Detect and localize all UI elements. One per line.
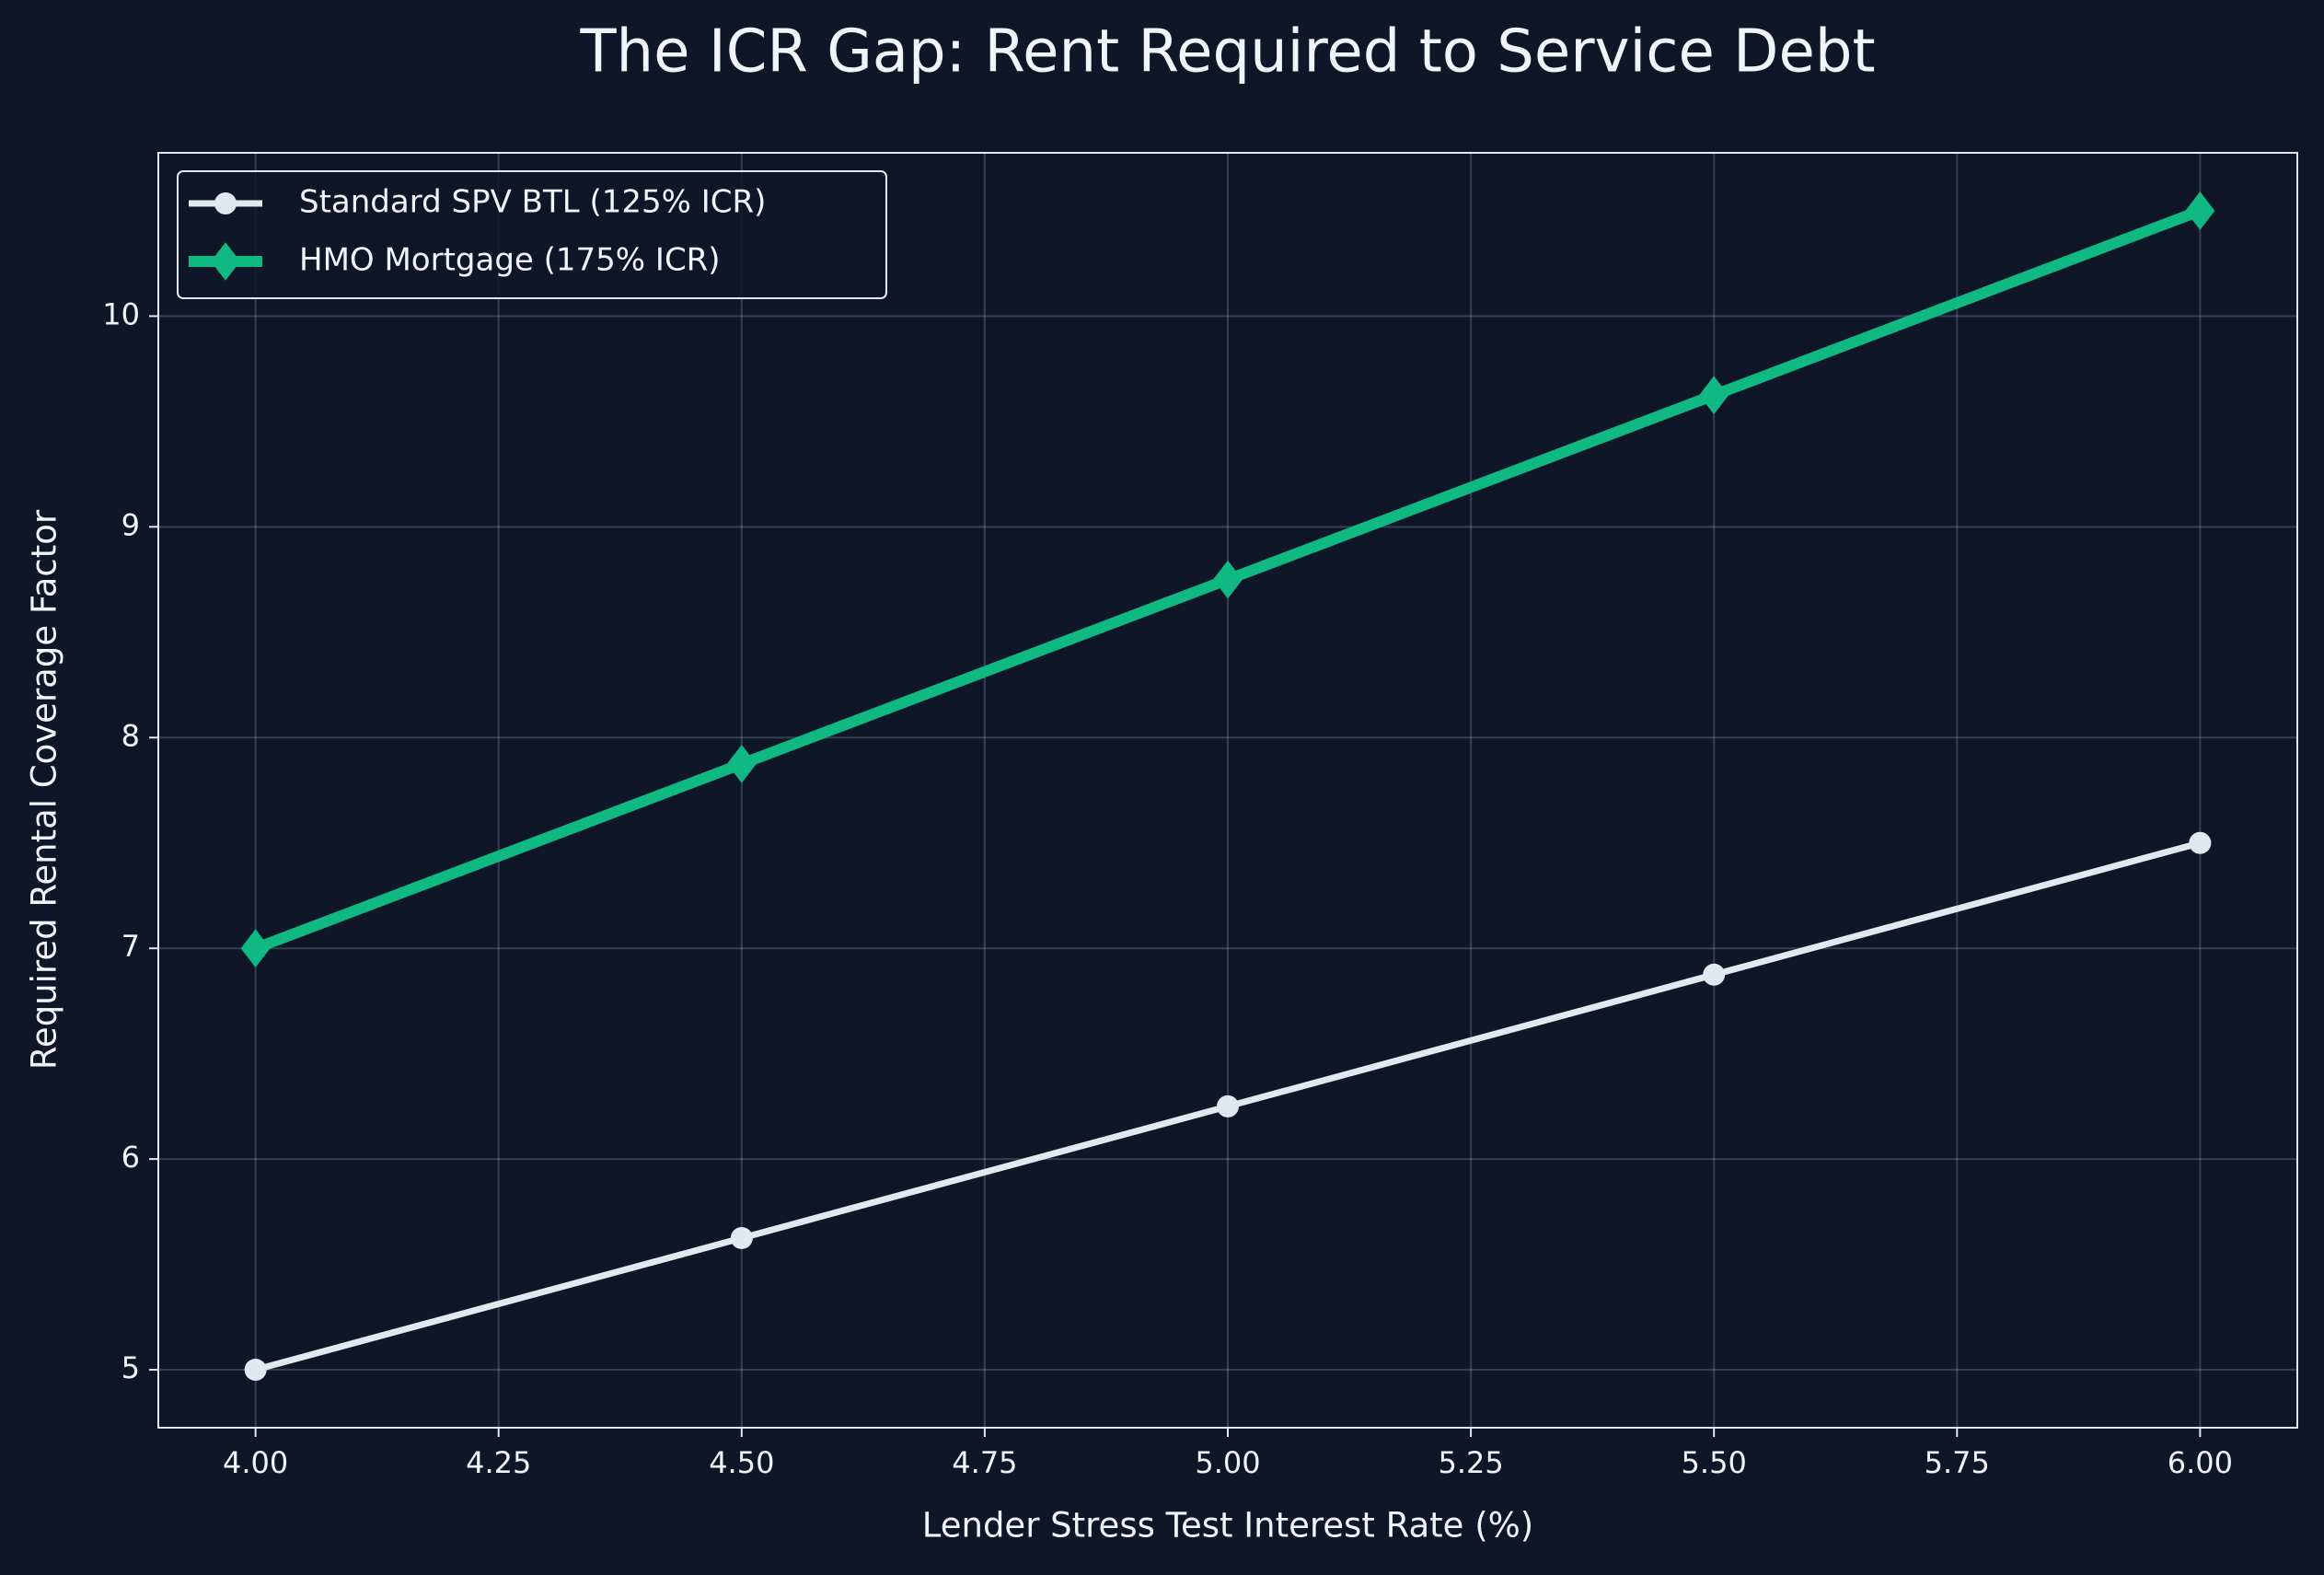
marker — [244, 1359, 267, 1382]
x-tick-label: 4.50 — [709, 1445, 774, 1480]
marker — [2185, 191, 2215, 230]
x-axis-label: Lender Stress Test Interest Rate (%) — [922, 1506, 1533, 1546]
marker — [214, 192, 237, 214]
marker — [2189, 831, 2212, 854]
marker — [1703, 963, 1726, 986]
legend-label: Standard SPV BTL (125% ICR) — [299, 184, 766, 221]
x-tick-label: 6.00 — [2168, 1445, 2233, 1480]
legend-label: HMO Mortgage (175% ICR) — [299, 242, 721, 279]
y-tick-label: 10 — [102, 296, 140, 331]
y-tick-label: 8 — [121, 718, 140, 753]
y-tick-label: 7 — [121, 929, 140, 964]
marker — [726, 745, 757, 783]
x-tick-label: 5.75 — [1925, 1445, 1990, 1480]
marker — [1699, 376, 1729, 415]
y-tick-label: 5 — [121, 1350, 140, 1385]
marker — [1217, 1094, 1239, 1118]
marker — [730, 1226, 753, 1249]
x-tick-label: 5.25 — [1438, 1445, 1503, 1480]
marker — [211, 242, 240, 281]
legend-box — [177, 170, 887, 299]
x-tick-label: 4.75 — [952, 1445, 1017, 1480]
x-tick-label: 5.00 — [1195, 1445, 1260, 1480]
y-axis-label: Required Rental Coverage Factor — [25, 509, 64, 1070]
chart-title: The ICR Gap: Rent Required to Service De… — [579, 18, 1875, 87]
x-tick-label: 4.25 — [466, 1445, 531, 1480]
marker — [1213, 560, 1243, 599]
y-tick-label: 9 — [121, 507, 140, 542]
x-tick-label: 5.50 — [1682, 1445, 1747, 1480]
y-tick-label: 6 — [121, 1140, 140, 1175]
marker — [240, 929, 271, 967]
x-tick-label: 4.00 — [223, 1445, 288, 1480]
plot-frame — [157, 152, 2298, 1429]
